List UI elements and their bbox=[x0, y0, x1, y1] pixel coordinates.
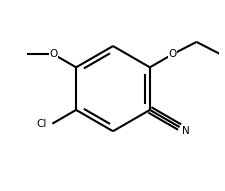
Text: N: N bbox=[181, 125, 189, 136]
Text: Cl: Cl bbox=[36, 119, 47, 129]
Text: O: O bbox=[49, 49, 57, 59]
Text: O: O bbox=[168, 49, 176, 59]
